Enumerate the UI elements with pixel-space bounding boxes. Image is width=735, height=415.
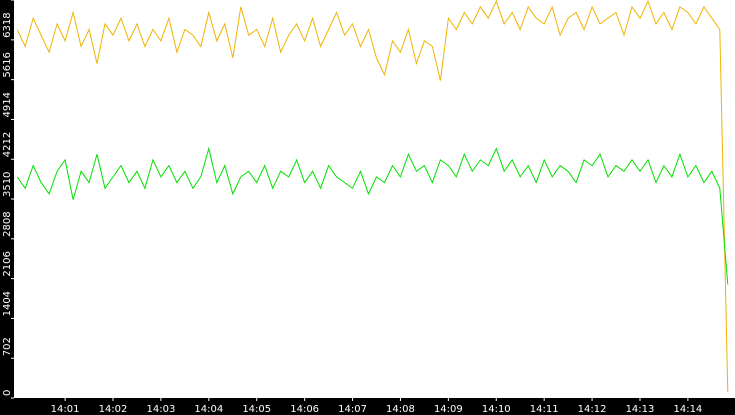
x-tick-label: 14:06 [290, 404, 319, 415]
y-tick-label: 5616 [2, 52, 13, 77]
y-tick-label: 0 [2, 390, 13, 396]
y-axis-band [0, 0, 14, 415]
y-tick-label: 4914 [2, 92, 13, 117]
x-tick-label: 14:11 [530, 404, 559, 415]
x-tick-label: 14:01 [51, 404, 80, 415]
y-tick-label: 6318 [2, 12, 13, 37]
x-tick-label: 14:09 [434, 404, 463, 415]
x-tick-label: 14:10 [482, 404, 511, 415]
y-tick-label: 1404 [2, 291, 13, 316]
series-line [16, 0, 729, 393]
x-tick-label: 14:07 [338, 404, 367, 415]
y-tick-label: 702 [2, 337, 13, 356]
x-tick-label: 14:12 [578, 404, 607, 415]
y-tick-label: 2106 [2, 251, 13, 276]
x-tick-label: 14:13 [626, 404, 655, 415]
y-tick-label: 3510 [2, 172, 13, 197]
x-tick-label: 14:03 [147, 404, 176, 415]
series-line [16, 146, 729, 285]
x-tick-label: 14:02 [99, 404, 128, 415]
x-tick-label: 14:05 [242, 404, 271, 415]
x-axis-band [0, 398, 735, 415]
x-tick-label: 14:04 [194, 404, 223, 415]
x-tick-label: 14:14 [673, 404, 702, 415]
y-tick-label: 2808 [2, 211, 13, 236]
x-tick-label: 14:08 [386, 404, 415, 415]
y-tick-label: 4212 [2, 132, 13, 157]
